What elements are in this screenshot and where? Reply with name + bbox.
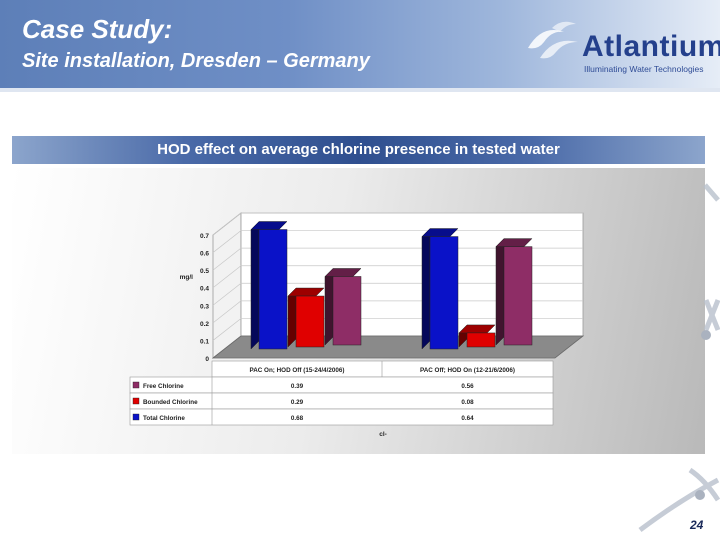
logo-tagline: Illuminating Water Technologies: [584, 64, 704, 74]
legend-swatch: [132, 381, 140, 389]
bar-free-chlorine: [495, 237, 533, 346]
x-axis-label: cl-: [379, 431, 387, 438]
data-label: 0.68: [291, 415, 304, 422]
y-axis-label: mg/l: [180, 274, 194, 281]
data-label: 0.39: [291, 383, 304, 390]
legend-entry: Bounded Chlorine: [143, 399, 198, 406]
gridline: [212, 265, 583, 288]
bar-side: [421, 227, 431, 350]
atlantium-logo: Atlantium Illuminating Water Technologie…: [520, 14, 720, 78]
bar-side: [250, 220, 260, 350]
legend-swatch: [132, 397, 140, 405]
bar-front: [295, 295, 325, 348]
legend-entry: Free Chlorine: [143, 383, 184, 390]
bar-total-chlorine: [250, 220, 288, 350]
gridline: [212, 230, 583, 253]
y-tick-label: 0.1: [200, 338, 209, 345]
bar-bounded-chlorine: [458, 324, 496, 348]
x-category-label: PAC On; HOD Off (15-24/4/2006): [249, 367, 344, 374]
slide-header: Case Study: Site installation, Dresden –…: [0, 0, 720, 88]
bar-free-chlorine: [324, 267, 362, 346]
bar-front: [258, 229, 288, 350]
gridline: [212, 318, 583, 341]
legend-entry: Total Chlorine: [143, 415, 185, 422]
logo-name: Atlantium: [582, 30, 720, 63]
bar-side: [324, 267, 334, 346]
wave-logo-icon: [528, 21, 578, 59]
gridline: [212, 300, 583, 324]
data-label: 0.56: [461, 383, 474, 390]
bar-front: [503, 246, 533, 346]
y-tick-label: 0: [205, 356, 209, 363]
bar-total-chlorine: [421, 227, 459, 350]
bar-bounded-chlorine: [287, 287, 325, 348]
data-label: 0.64: [461, 415, 474, 422]
chart-title: HOD effect on average chlorine presence …: [12, 136, 705, 164]
bar-side: [287, 287, 297, 348]
bar-front: [332, 276, 362, 346]
y-tick-label: 0.3: [200, 303, 209, 310]
data-label: 0.08: [461, 399, 474, 406]
slide-title: Case Study:: [22, 14, 173, 44]
y-tick-label: 0.2: [200, 321, 209, 328]
table-row: [129, 376, 554, 394]
chart-side-wall: [212, 212, 242, 359]
x-category-label: PAC Off; HOD On (12-21/6/2006): [420, 367, 515, 374]
bar-side: [495, 237, 505, 346]
bar-front: [466, 332, 496, 348]
y-tick-label: 0.7: [200, 233, 209, 240]
header-divider: [0, 88, 720, 92]
gridline: [212, 212, 583, 236]
data-label: 0.29: [291, 399, 304, 406]
legend-swatch: [132, 413, 140, 421]
y-tick-label: 0.6: [200, 251, 209, 258]
bar-front: [429, 236, 459, 350]
y-tick-label: 0.4: [200, 286, 209, 293]
table-row: [129, 408, 554, 426]
y-tick-label: 0.5: [200, 268, 209, 275]
gridline: [212, 247, 583, 271]
page-number: 24: [690, 518, 704, 532]
slide-subtitle: Site installation, Dresden – Germany: [22, 50, 370, 72]
gridline: [212, 282, 583, 306]
